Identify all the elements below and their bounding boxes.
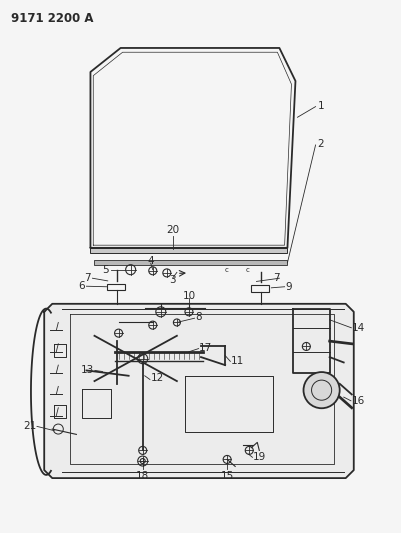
Polygon shape xyxy=(90,248,287,253)
Text: 6: 6 xyxy=(78,281,84,291)
Text: 9171 2200 A: 9171 2200 A xyxy=(11,12,93,25)
Text: 20: 20 xyxy=(166,224,179,235)
Text: 10: 10 xyxy=(182,291,195,301)
Text: 21: 21 xyxy=(23,422,36,431)
Text: 9: 9 xyxy=(285,282,291,292)
Circle shape xyxy=(303,372,339,408)
Text: 14: 14 xyxy=(351,323,364,333)
Text: c: c xyxy=(225,267,229,273)
Text: 5: 5 xyxy=(102,265,108,274)
Text: c: c xyxy=(245,267,249,273)
Polygon shape xyxy=(94,260,287,265)
Text: 18: 18 xyxy=(136,471,149,481)
Text: 19: 19 xyxy=(253,453,266,462)
Text: 2: 2 xyxy=(317,139,323,149)
Text: 11: 11 xyxy=(231,356,244,366)
Text: 13: 13 xyxy=(81,366,94,375)
Text: 1: 1 xyxy=(317,101,323,110)
Text: 7: 7 xyxy=(84,273,90,283)
Text: 17: 17 xyxy=(198,343,212,352)
Text: 4: 4 xyxy=(147,256,154,266)
Text: 3: 3 xyxy=(169,275,176,285)
Polygon shape xyxy=(44,304,353,478)
Text: 15: 15 xyxy=(220,471,233,481)
Text: 12: 12 xyxy=(150,374,164,383)
Text: 7: 7 xyxy=(272,273,279,283)
Text: 16: 16 xyxy=(351,396,364,406)
Text: 8: 8 xyxy=(194,312,201,322)
